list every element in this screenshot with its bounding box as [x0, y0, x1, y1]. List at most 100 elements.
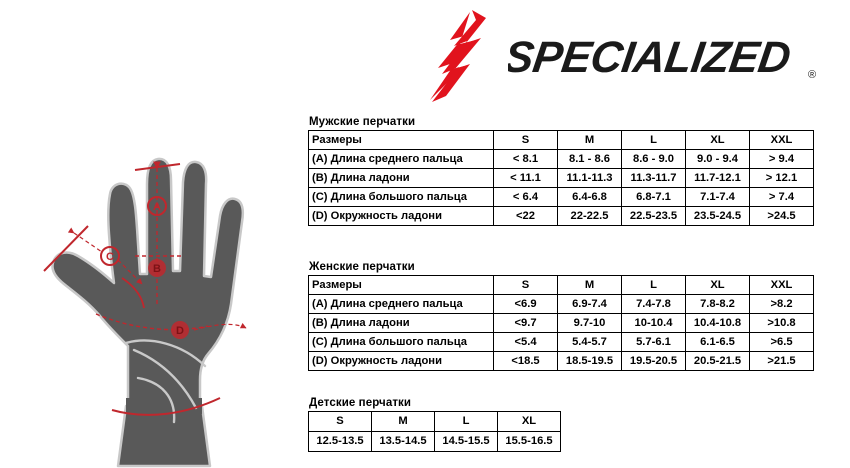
column-header-xxl: XXL: [749, 275, 814, 295]
row-label: (B) Длина ладони: [308, 168, 494, 188]
cell-value: < 8.1: [493, 149, 558, 169]
table-row: (C) Длина большого пальца < 6.4 6.4-6.8 …: [308, 187, 814, 207]
cell-value: 7.8-8.2: [685, 294, 750, 314]
cell-value: 6.4-6.8: [557, 187, 622, 207]
table-row: (B) Длина ладони <9.7 9.7-10 10-10.4 10.…: [308, 313, 814, 333]
marker-d-label: D: [176, 325, 184, 337]
cell-value: 11.3-11.7: [621, 168, 686, 188]
cell-value: 8.6 - 9.0: [621, 149, 686, 169]
cell-value: < 6.4: [493, 187, 558, 207]
measure-b-annotation: B: [135, 255, 182, 306]
column-header-l: L: [621, 130, 686, 150]
column-header-l: L: [621, 275, 686, 295]
marker-c-label: C: [106, 251, 114, 263]
cell-value: >10.8: [749, 313, 814, 333]
cell-value: <6.9: [493, 294, 558, 314]
column-header-xl: XL: [685, 130, 750, 150]
mens-gloves-table-block: Мужские перчатки Размеры S M L XL XXL (A…: [308, 116, 814, 226]
cell-value: < 11.1: [493, 168, 558, 188]
womens-gloves-table-block: Женские перчатки Размеры S M L XL XXL (A…: [308, 261, 814, 371]
column-header-measure: Размеры: [308, 275, 494, 295]
row-label: (B) Длина ладони: [308, 313, 494, 333]
row-label: (C) Длина большого пальца: [308, 187, 494, 207]
cell-value: 10-10.4: [621, 313, 686, 333]
cell-value: >21.5: [749, 351, 814, 371]
row-label: (C) Длина большого пальца: [308, 332, 494, 352]
cell-value: 11.7-12.1: [685, 168, 750, 188]
cell-value: 22.5-23.5: [621, 206, 686, 226]
mens-gloves-size-table: Размеры S M L XL XXL (A) Длина среднего …: [308, 130, 814, 226]
hand-measurement-diagram: A B C D: [43, 157, 247, 468]
cell-value: <22: [493, 206, 558, 226]
table-row: (A) Длина среднего пальца < 8.1 8.1 - 8.…: [308, 149, 814, 169]
table-row: (A) Длина среднего пальца <6.9 6.9-7.4 7…: [308, 294, 814, 314]
cell-value: >24.5: [749, 206, 814, 226]
table-header-row: Размеры S M L XL XXL: [308, 275, 814, 295]
specialized-logo: SPECIALIZED ®: [408, 6, 828, 102]
cell-value: 9.7-10: [557, 313, 622, 333]
row-label: (D) Окружность ладони: [308, 206, 494, 226]
specialized-wordmark: SPECIALIZED ®: [508, 33, 816, 82]
cell-value: 8.1 - 8.6: [557, 149, 622, 169]
cell-value: 10.4-10.8: [685, 313, 750, 333]
cell-value: 12.5-13.5: [308, 431, 372, 452]
cell-value: > 7.4: [749, 187, 814, 207]
table-row: 12.5-13.5 13.5-14.5 14.5-15.5 15.5-16.5: [308, 431, 561, 452]
cell-value: 23.5-24.5: [685, 206, 750, 226]
cell-value: 7.1-7.4: [685, 187, 750, 207]
cell-value: 19.5-20.5: [621, 351, 686, 371]
column-header-xxl: XXL: [749, 130, 814, 150]
cell-value: 13.5-14.5: [371, 431, 435, 452]
table-header-row: Размеры S M L XL XXL: [308, 130, 814, 150]
kids-table-caption: Детские перчатки: [309, 397, 412, 409]
row-label: (D) Окружность ладони: [308, 351, 494, 371]
womens-table-caption: Женские перчатки: [309, 261, 415, 273]
cell-value: <5.4: [493, 332, 558, 352]
registered-trademark-symbol: ®: [808, 69, 816, 81]
cell-value: 18.5-19.5: [557, 351, 622, 371]
column-header-l: L: [434, 411, 498, 432]
row-label: (A) Длина среднего пальца: [308, 149, 494, 169]
cell-value: 9.0 - 9.4: [685, 149, 750, 169]
measure-d-annotation: D: [95, 313, 247, 416]
cell-value: 20.5-21.5: [685, 351, 750, 371]
column-header-xl: XL: [497, 411, 561, 432]
mens-table-caption: Мужские перчатки: [309, 116, 416, 128]
cell-value: > 12.1: [749, 168, 814, 188]
column-header-measure: Размеры: [308, 130, 494, 150]
cell-value: >6.5: [749, 332, 814, 352]
row-label: (A) Длина среднего пальца: [308, 294, 494, 314]
marker-a-label: A: [153, 201, 161, 213]
column-header-m: M: [371, 411, 435, 432]
cell-value: 7.4-7.8: [621, 294, 686, 314]
column-header-s: S: [308, 411, 372, 432]
womens-gloves-size-table: Размеры S M L XL XXL (A) Длина среднего …: [308, 275, 814, 371]
column-header-m: M: [557, 130, 622, 150]
cell-value: 6.9-7.4: [557, 294, 622, 314]
cell-value: 11.1-11.3: [557, 168, 622, 188]
table-row: (C) Длина большого пальца <5.4 5.4-5.7 5…: [308, 332, 814, 352]
cell-value: 6.1-6.5: [685, 332, 750, 352]
table-header-row: S M L XL: [308, 411, 561, 432]
cell-value: 5.7-6.1: [621, 332, 686, 352]
kids-gloves-size-table: S M L XL 12.5-13.5 13.5-14.5 14.5-15.5 1…: [308, 411, 561, 452]
cell-value: 6.8-7.1: [621, 187, 686, 207]
column-header-m: M: [557, 275, 622, 295]
measure-c-annotation: C: [43, 225, 145, 309]
table-row: (D) Окружность ладони <22 22-22.5 22.5-2…: [308, 206, 814, 226]
column-header-s: S: [493, 275, 558, 295]
cell-value: <18.5: [493, 351, 558, 371]
cell-value: >8.2: [749, 294, 814, 314]
table-row: (D) Окружность ладони <18.5 18.5-19.5 19…: [308, 351, 814, 371]
palm-crease-lines: [124, 339, 207, 424]
cell-value: 5.4-5.7: [557, 332, 622, 352]
wordmark-text: SPECIALIZED: [508, 33, 793, 82]
cell-value: <9.7: [493, 313, 558, 333]
column-header-s: S: [493, 130, 558, 150]
measure-a-annotation: A: [134, 161, 181, 253]
cell-value: 22-22.5: [557, 206, 622, 226]
cell-value: > 9.4: [749, 149, 814, 169]
marker-b-label: B: [153, 263, 161, 275]
table-row: (B) Длина ладони < 11.1 11.1-11.3 11.3-1…: [308, 168, 814, 188]
column-header-xl: XL: [685, 275, 750, 295]
